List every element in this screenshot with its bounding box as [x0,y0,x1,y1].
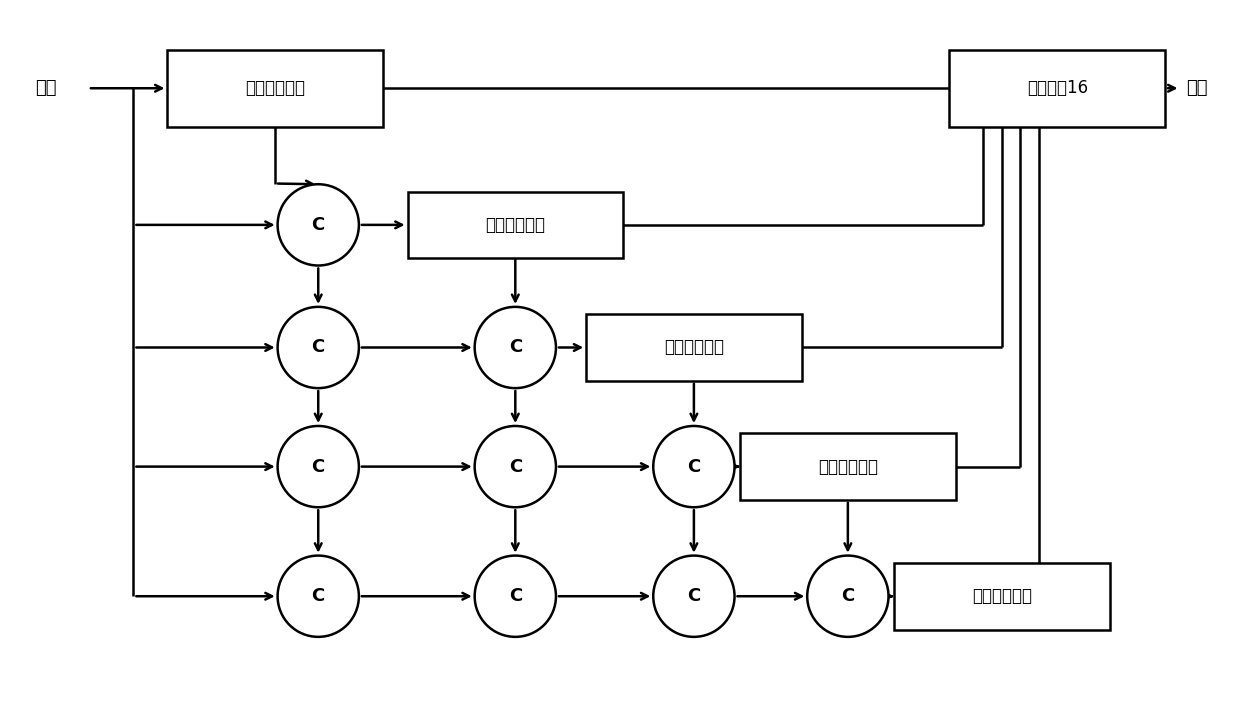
FancyBboxPatch shape [587,314,802,381]
Ellipse shape [653,556,734,637]
Ellipse shape [475,556,556,637]
Text: C: C [841,587,854,605]
Text: C: C [311,216,325,234]
Ellipse shape [807,556,889,637]
Text: C: C [311,457,325,476]
Text: 第一卷积单元: 第一卷积单元 [485,216,546,234]
Text: 输出模块16: 输出模块16 [1027,79,1087,97]
Ellipse shape [278,184,358,265]
FancyBboxPatch shape [740,433,956,500]
Text: C: C [687,457,701,476]
Text: 第二卷积单元: 第二卷积单元 [663,338,724,357]
Ellipse shape [278,307,358,388]
FancyBboxPatch shape [950,50,1166,127]
Text: 全局池化单元: 全局池化单元 [246,79,305,97]
Text: 输入: 输入 [35,79,57,97]
Text: C: C [508,587,522,605]
Text: C: C [311,338,325,357]
Text: C: C [311,587,325,605]
Ellipse shape [653,426,734,507]
Text: 输出: 输出 [1187,79,1208,97]
Text: 第四卷积单元: 第四卷积单元 [972,587,1032,605]
Ellipse shape [278,426,358,507]
Ellipse shape [278,556,358,637]
Text: C: C [508,338,522,357]
Ellipse shape [475,307,556,388]
FancyBboxPatch shape [167,50,383,127]
FancyBboxPatch shape [894,563,1110,630]
Text: C: C [508,457,522,476]
Text: 第三卷积单元: 第三卷积单元 [818,457,878,476]
Text: C: C [687,587,701,605]
Ellipse shape [475,426,556,507]
FancyBboxPatch shape [408,191,622,258]
